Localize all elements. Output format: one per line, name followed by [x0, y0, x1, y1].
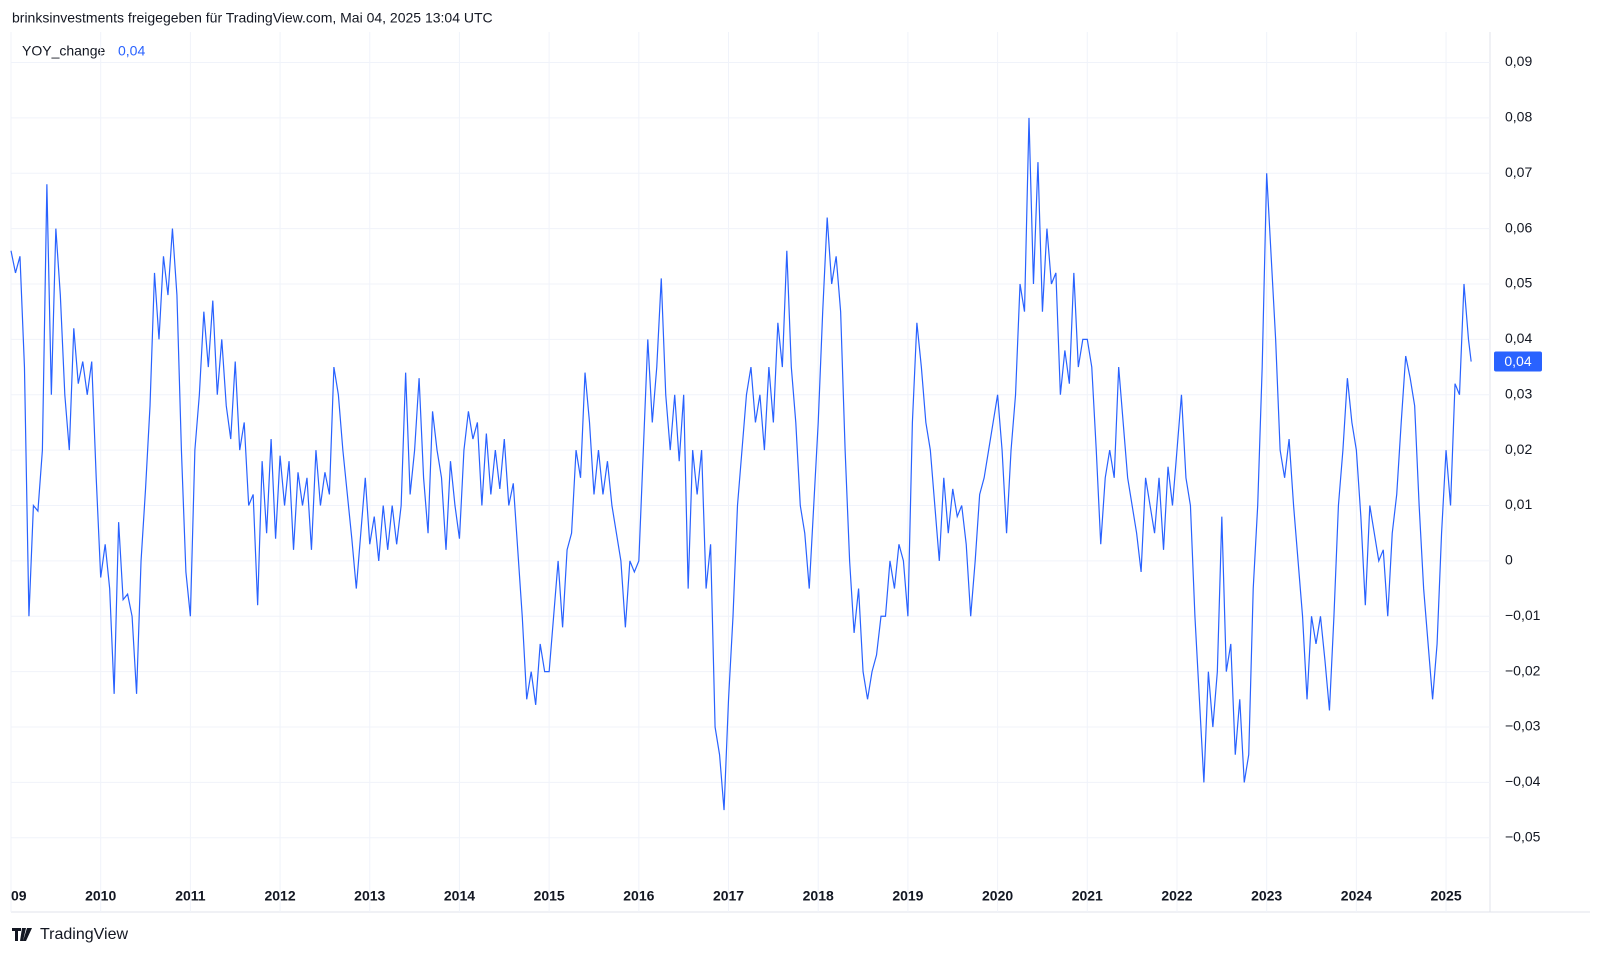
x-tick-label: 2020	[982, 888, 1013, 904]
x-tick-label: 2014	[444, 888, 475, 904]
legend-value: 0,04	[118, 43, 145, 59]
data-line	[10, 117, 1472, 811]
x-tick-label: 2012	[264, 888, 295, 904]
chart-title: brinksinvestments freigegeben für Tradin…	[12, 10, 493, 26]
y-tick-label: −0,04	[1505, 773, 1541, 789]
y-tick-label: −0,05	[1505, 828, 1541, 844]
x-tick-label: 09	[11, 888, 27, 904]
y-tick-label: 0,05	[1505, 275, 1532, 291]
y-tick-label: −0,01	[1505, 607, 1541, 623]
y-tick-label: 0,08	[1505, 109, 1532, 125]
y-tick-label: 0,07	[1505, 164, 1532, 180]
x-tick-label: 2025	[1430, 888, 1461, 904]
legend: YOY_change 0,04	[22, 43, 145, 59]
y-tick-label: 0	[1505, 552, 1513, 568]
y-tick-label: −0,02	[1505, 662, 1541, 678]
x-tick-label: 2015	[534, 888, 565, 904]
x-tick-label: 2016	[623, 888, 654, 904]
y-tick-label: 0,09	[1505, 53, 1532, 69]
y-tick-label: 0,04	[1505, 330, 1532, 346]
grid	[10, 32, 1490, 912]
x-tick-label: 2017	[713, 888, 744, 904]
x-tick-label: 2022	[1161, 888, 1192, 904]
y-tick-label: 0,01	[1505, 496, 1532, 512]
y-tick-label: 0,06	[1505, 219, 1532, 235]
x-tick-label: 2011	[175, 888, 206, 904]
brand-logo: TradingView	[12, 926, 128, 943]
y-tick-label: 0,02	[1505, 441, 1532, 457]
brand-name: TradingView	[40, 926, 128, 943]
last-value-box	[1494, 351, 1542, 372]
x-tick-label: 2021	[1072, 888, 1103, 904]
y-tick-label: 0,03	[1505, 385, 1532, 401]
x-tick-label: 2013	[354, 888, 385, 904]
logo-icon	[12, 928, 32, 941]
y-tick-label: −0,03	[1505, 718, 1541, 734]
x-tick-label: 2024	[1341, 888, 1372, 904]
x-tick-label: 2023	[1251, 888, 1282, 904]
x-tick-label: 2010	[85, 888, 116, 904]
legend-entry: YOY_change	[22, 43, 105, 59]
last-value-label: 0,04	[1504, 353, 1531, 369]
x-tick-label: 2019	[892, 888, 923, 904]
x-tick-label: 2018	[803, 888, 834, 904]
